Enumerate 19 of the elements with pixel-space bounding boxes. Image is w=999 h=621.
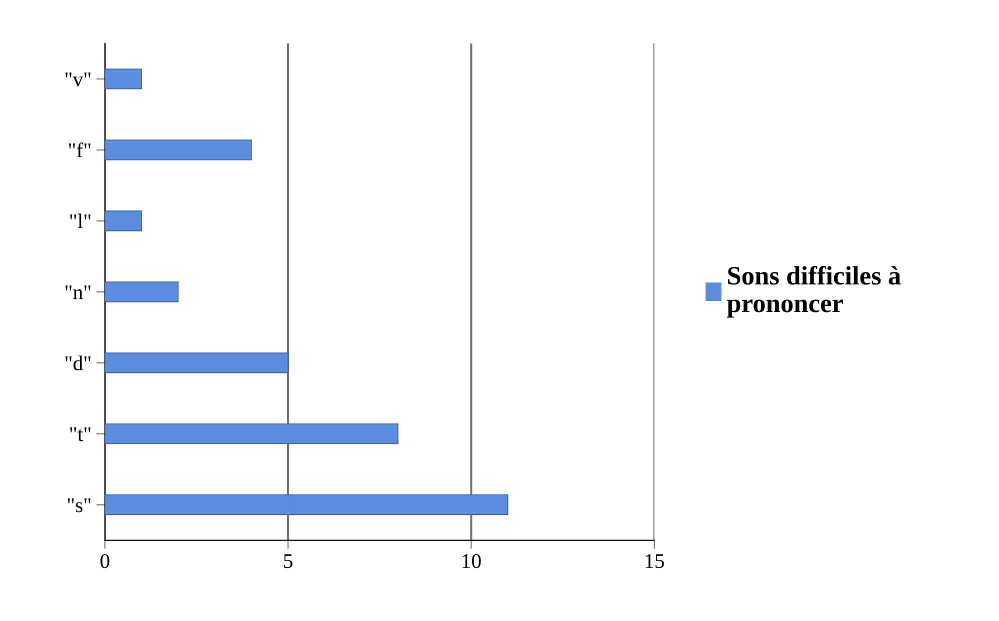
y-tick-label: "l" <box>70 214 90 228</box>
y-tick-label: "t" <box>70 427 90 442</box>
bar <box>104 494 508 516</box>
bar <box>104 352 288 374</box>
y-tick-label: "f" <box>69 142 90 158</box>
y-tick-label: "v" <box>66 72 90 86</box>
bar <box>104 423 398 444</box>
bar <box>104 140 252 160</box>
x-tick-label: 10 <box>462 554 481 568</box>
y-tick-label: "n" <box>66 285 90 300</box>
y-tick-label: "d" <box>66 356 90 370</box>
bar <box>104 68 142 90</box>
x-tick-label: 5 <box>284 554 292 568</box>
legend-label: Sons difficiles à prononcer <box>727 266 901 318</box>
x-tick-label: 0 <box>100 554 110 568</box>
bar <box>104 210 142 232</box>
bar <box>104 282 179 302</box>
x-tick-label: 15 <box>646 554 664 568</box>
y-tick-label: "s" <box>68 498 90 512</box>
